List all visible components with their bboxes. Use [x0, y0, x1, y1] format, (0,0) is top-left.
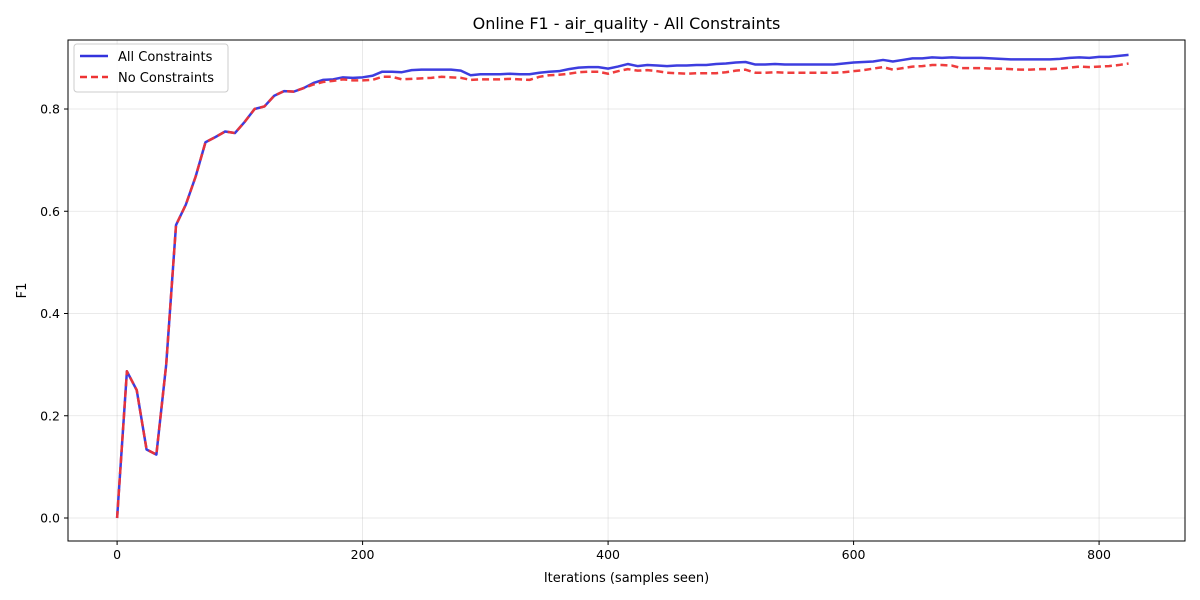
- legend: All Constraints No Constraints: [73, 43, 229, 93]
- x-tick-label: 800: [1087, 547, 1111, 562]
- x-tick-label: 400: [596, 547, 620, 562]
- grid: [68, 40, 1185, 541]
- series-line-all-constraints: [115, 53, 1129, 519]
- plot-frame: [67, 39, 1186, 542]
- y-tick-label: 0.6: [40, 204, 60, 219]
- chart-title: Online F1 - air_quality - All Constraint…: [473, 14, 781, 34]
- x-axis-title: Iterations (samples seen): [544, 571, 709, 586]
- y-axis-title: F1: [15, 283, 30, 299]
- series-group: [115, 53, 1129, 519]
- y-tick-label: 0.4: [40, 306, 60, 321]
- y-tick-label: 0.0: [40, 510, 60, 525]
- y-tick-label: 0.8: [40, 102, 60, 117]
- x-tick-label: 0: [113, 547, 121, 562]
- axis-ticks: 0 200 400 600 800 0.0 0.2 0.4 0.6 0.8: [40, 102, 1111, 562]
- x-tick-label: 600: [842, 547, 866, 562]
- y-tick-label: 0.2: [40, 408, 60, 423]
- legend-label-all-constraints: All Constraints: [118, 50, 213, 65]
- legend-label-no-constraints: No Constraints: [118, 71, 214, 86]
- legend-box: [73, 43, 229, 93]
- x-tick-label: 200: [351, 547, 375, 562]
